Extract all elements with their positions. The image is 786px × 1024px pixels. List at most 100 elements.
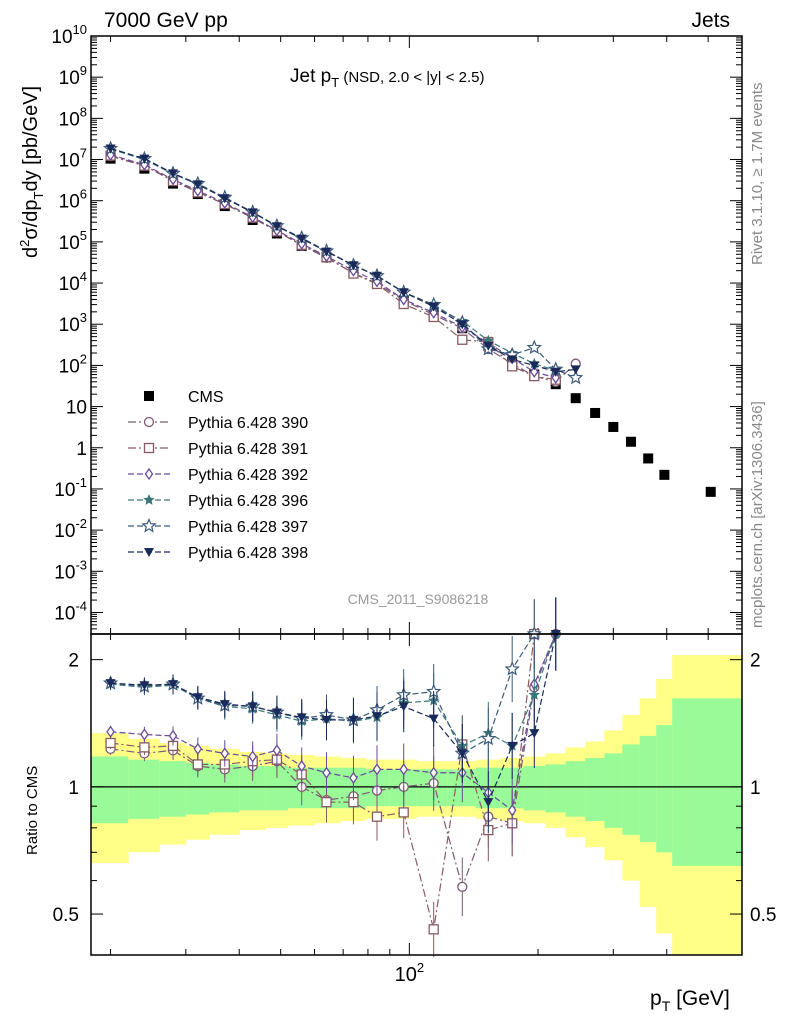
ratio-point [483,798,494,808]
ratio-y-tick-label: 0.5 [53,905,79,926]
data-point [271,222,282,232]
ratio-band-inner [622,744,641,835]
y-tick-label: 105 [59,228,87,254]
legend-marker [143,494,155,505]
data-point [168,169,179,179]
legend-label: Pythia 6.428 391 [188,441,308,458]
data-point [398,288,409,298]
y-tick-label: 102 [59,351,87,377]
y-tick-label: 106 [59,187,87,213]
ratio-point [480,730,496,746]
main-title-extra: (NSD, 2.0 < |y| < 2.5) [339,69,484,86]
data-point [590,407,601,418]
legend: CMS Pythia 6.428 390 Pythia 6.428 391 Pythi… [128,389,308,562]
ratio-frame [90,633,743,956]
ratio-point [168,729,178,743]
ratio-point [139,681,150,691]
y-axis-label-main: d2σ/dpTdy [pb/GeV] [17,86,46,258]
ratio-point [398,807,409,818]
ratio-point [247,702,258,712]
ratio-point [105,679,116,689]
ratio-band-inner [565,761,586,817]
y-tick-label: 10-4 [54,598,87,624]
y-axis-label-ratio: Ratio to CMS [24,766,41,855]
data-point [371,271,382,281]
ratio-point [398,702,409,712]
legend-marker [144,548,154,557]
data-point [608,421,619,432]
y-tick-label: 103 [59,310,87,336]
ratio-point [140,728,149,741]
ratio-band-inner [159,761,187,817]
data-point [105,144,116,154]
ratio-point [192,693,203,703]
ratio-band-inner [639,735,657,843]
data-point [399,293,408,306]
ratio-line-pythia-6-428-392 [110,633,557,812]
legend-marker [143,442,155,454]
ratio-point [321,715,332,725]
legend-label: Pythia 6.428 390 [188,415,308,432]
x-axis-label: pT [GeV] [650,987,730,1014]
side-label-mcplots: mcplots.cern.ch [arXiv:1306.3436] [749,401,766,628]
ratio-point [192,759,203,770]
main-plot-panel: 10-410-310-210-1110102103104105106107108… [51,22,743,955]
ratio-band-inner [656,725,673,853]
y-tick-label: 10 [66,398,87,419]
series-line-pythia-6-428-398 [110,147,576,373]
data-point [570,393,581,404]
legend-marker [141,517,157,533]
ratio-point [371,811,383,822]
y-tick-label: 104 [59,269,87,295]
side-label-rivet: Rivet 3.1.10, ≥ 1.7M events [749,83,766,266]
ratio-point [219,700,230,710]
ratio-point [193,742,203,755]
data-point [192,180,203,190]
y-tick-label: 1010 [51,22,87,48]
data-point [568,369,584,385]
ratio-band-inner [265,766,289,811]
data-point [529,361,540,371]
main-title-text: Jet p [290,66,331,87]
ratio-point [507,804,517,817]
legend-marker [144,467,154,481]
header-right: Jets [691,9,730,32]
ratio-point [322,766,331,779]
ratio-point [507,741,518,751]
y-tick-label: 109 [59,63,87,89]
ratio-point [271,708,282,718]
ratio-point [105,737,116,749]
ratio-point [296,713,307,723]
ratio-point [106,725,115,738]
legend-label: Pythia 6.428 392 [188,467,308,484]
ratio-point [504,661,520,676]
data-point [428,302,439,312]
ratio-point [349,771,358,785]
ratio-point [528,689,540,700]
y-tick-label: 107 [59,146,87,172]
ratio-point [529,729,540,739]
ratio-point [248,750,257,763]
ratio-y-tick-label: 1 [68,778,79,799]
ratio-point [371,712,382,722]
legend-marker [143,416,155,428]
data-point [526,339,542,355]
ratio-point [272,744,282,757]
data-point [626,436,637,447]
main-title-sub: T [331,75,339,90]
ratio-band-inner [604,753,623,828]
data-point [457,320,468,330]
ratio-band-inner [185,762,210,815]
ratio-point [428,924,439,935]
data-point [529,365,539,378]
series-line-pythia-6-428-390 [110,155,577,383]
ratio-band-inner [523,766,546,811]
legend-label: Pythia 6.428 398 [188,545,308,562]
ratio-point [399,763,408,776]
ratio-point [457,881,468,892]
ratio-line-pythia-6-428-397 [110,633,535,755]
ratio-y-tick-label-right: 1 [750,778,761,799]
data-point [247,208,258,218]
ratio-point [168,680,179,690]
data-point [550,367,561,377]
